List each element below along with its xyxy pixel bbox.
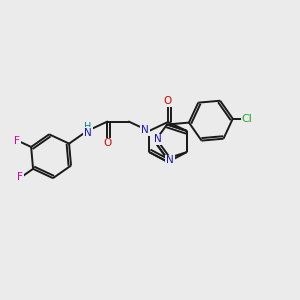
Text: N: N xyxy=(84,128,92,138)
Text: O: O xyxy=(164,96,172,106)
Text: H: H xyxy=(84,122,92,132)
Text: N: N xyxy=(154,134,162,145)
Text: N: N xyxy=(141,125,149,135)
Text: O: O xyxy=(103,138,111,148)
Text: Cl: Cl xyxy=(242,114,253,124)
Text: F: F xyxy=(14,136,20,146)
Text: F: F xyxy=(17,172,23,182)
Text: N: N xyxy=(166,155,174,166)
